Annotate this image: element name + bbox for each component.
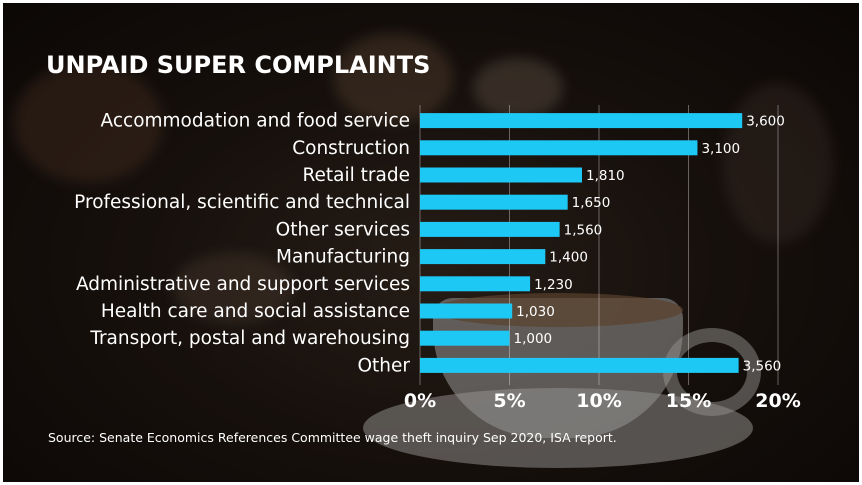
background-shade <box>3 3 859 482</box>
x-tick-label: 15% <box>666 390 711 412</box>
category-label: Manufacturing <box>276 247 410 268</box>
bar <box>420 221 560 237</box>
bar <box>420 357 739 373</box>
chart-frame: UNPAID SUPER COMPLAINTS Accommodation an… <box>3 3 859 482</box>
category-label: Transport, postal and warehousing <box>89 328 410 349</box>
bar <box>420 276 531 292</box>
x-tick-label: 10% <box>576 390 621 412</box>
background-light <box>173 253 293 323</box>
category-label: Other services <box>276 219 410 240</box>
value-labels: 3,600 3,100 1,810 1,650 1,560 1,400 1,230 1,030… <box>514 114 785 375</box>
category-label: Administrative and support services <box>76 274 410 295</box>
bar <box>420 194 568 210</box>
category-label: Other <box>357 355 410 376</box>
x-tick-label: 20% <box>755 390 800 412</box>
value-label: 1,650 <box>572 195 611 211</box>
source-note: Source: Senate Economics References Comm… <box>48 430 617 445</box>
bar <box>420 167 582 183</box>
value-label: 1,030 <box>516 304 555 320</box>
bar <box>420 249 546 265</box>
value-label: 3,600 <box>746 114 785 130</box>
background-light <box>723 83 833 243</box>
background-light <box>333 33 453 123</box>
category-labels: Accommodation and food service Constructi… <box>74 111 410 377</box>
value-label: 1,000 <box>514 331 553 347</box>
bar <box>420 330 510 346</box>
bar <box>420 113 743 129</box>
category-label: Retail trade <box>303 165 410 186</box>
value-label: 1,400 <box>549 250 588 266</box>
x-tick-label: 5% <box>493 390 525 412</box>
bar <box>420 303 513 319</box>
bar <box>420 140 698 156</box>
x-axis-ticks: 0% 5% 10% 15% 20% <box>404 390 801 412</box>
bars <box>420 113 743 373</box>
background-light <box>13 63 163 183</box>
category-label: Health care and social assistance <box>101 301 410 322</box>
value-label: 1,230 <box>534 277 573 293</box>
category-label: Accommodation and food service <box>101 111 410 132</box>
bar-chart: UNPAID SUPER COMPLAINTS Accommodation an… <box>46 51 801 445</box>
value-label: 1,560 <box>564 222 603 238</box>
value-label: 3,100 <box>701 141 740 157</box>
category-label: Construction <box>292 138 410 159</box>
x-tick-label: 0% <box>404 390 436 412</box>
value-label: 3,560 <box>743 358 782 374</box>
category-label: Professional, scientific and technical <box>74 192 410 213</box>
background-light <box>473 58 563 118</box>
chart-title: UNPAID SUPER COMPLAINTS <box>46 51 430 79</box>
value-label: 1,810 <box>586 168 625 184</box>
